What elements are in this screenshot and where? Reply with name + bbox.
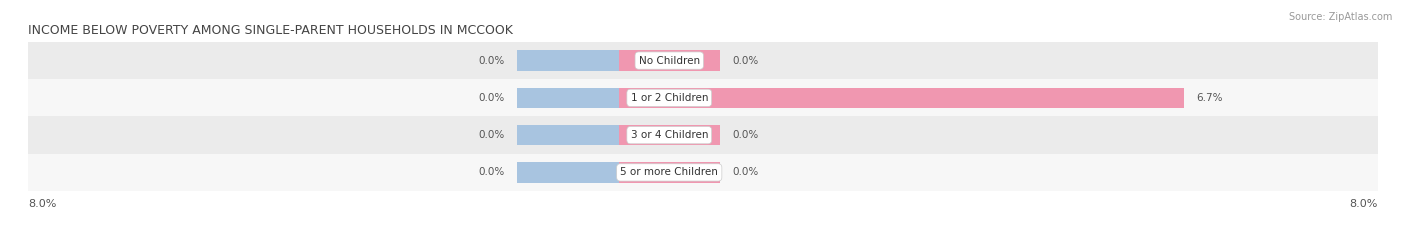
Bar	[517, 88, 619, 108]
Text: 0.0%: 0.0%	[733, 56, 759, 65]
Bar	[619, 50, 720, 71]
Bar	[619, 125, 720, 145]
Text: No Children: No Children	[638, 56, 700, 65]
Bar	[28, 116, 1378, 154]
Text: 6.7%: 6.7%	[1197, 93, 1223, 103]
Text: 0.0%: 0.0%	[478, 130, 505, 140]
Bar	[619, 162, 720, 183]
Text: 8.0%: 8.0%	[28, 199, 56, 209]
Bar	[28, 79, 1378, 116]
Text: 3 or 4 Children: 3 or 4 Children	[630, 130, 709, 140]
Bar	[619, 88, 1184, 108]
Text: 0.0%: 0.0%	[478, 168, 505, 177]
Text: Source: ZipAtlas.com: Source: ZipAtlas.com	[1288, 12, 1392, 22]
Bar	[517, 162, 619, 183]
Text: 1 or 2 Children: 1 or 2 Children	[630, 93, 709, 103]
Bar	[517, 125, 619, 145]
Bar	[28, 154, 1378, 191]
Bar	[517, 50, 619, 71]
Text: INCOME BELOW POVERTY AMONG SINGLE-PARENT HOUSEHOLDS IN MCCOOK: INCOME BELOW POVERTY AMONG SINGLE-PARENT…	[28, 24, 513, 37]
Text: 5 or more Children: 5 or more Children	[620, 168, 718, 177]
Text: 0.0%: 0.0%	[733, 168, 759, 177]
Text: 0.0%: 0.0%	[733, 130, 759, 140]
Text: 0.0%: 0.0%	[478, 93, 505, 103]
Text: 8.0%: 8.0%	[1350, 199, 1378, 209]
Text: 0.0%: 0.0%	[478, 56, 505, 65]
Bar	[28, 42, 1378, 79]
